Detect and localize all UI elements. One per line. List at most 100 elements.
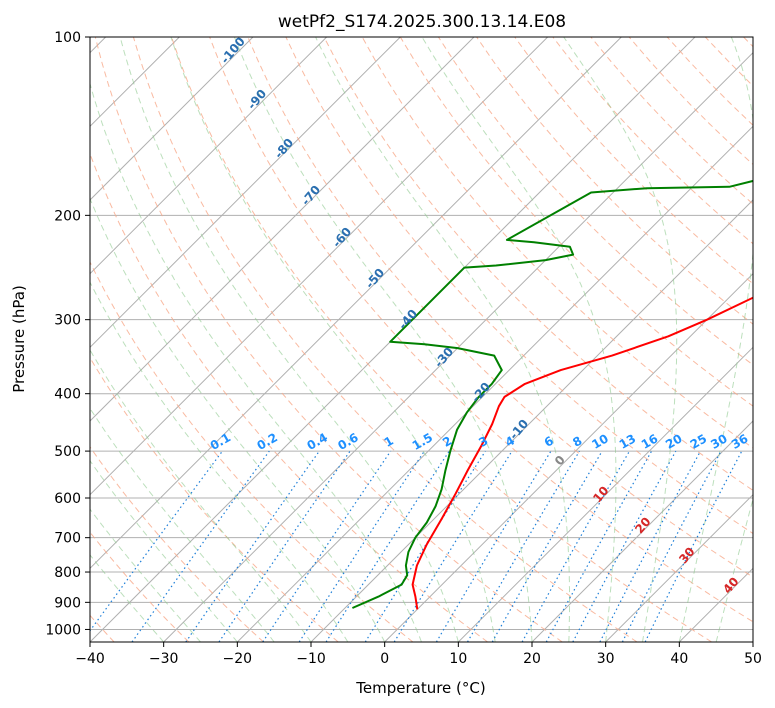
dry-adiabat: [209, 37, 753, 623]
mixing-ratio-line: [466, 450, 580, 642]
y-tick-label: 100: [54, 30, 81, 46]
mixing-ratio-label: 16: [639, 431, 660, 451]
temperature-profile: [411, 296, 753, 610]
moist-adiabat: [563, 37, 678, 642]
isotherm-line: [90, 37, 401, 349]
dry-adiabat: [90, 446, 264, 642]
dry-adiabat: [90, 356, 339, 642]
y-tick-label: 1000: [45, 622, 81, 638]
moist-adiabat-label: 0: [552, 453, 568, 468]
mixing-ratio-label: 1.5: [410, 430, 435, 453]
y-tick-label: 800: [54, 565, 81, 581]
plot-frame: [89, 36, 754, 643]
mixing-ratio-line: [185, 450, 320, 642]
mixing-ratio-label: 0.1: [208, 430, 233, 453]
dry-adiabat-label: -60: [330, 225, 355, 251]
mixing-ratio-line: [364, 450, 486, 642]
isotherm-line: [90, 37, 475, 422]
moist-adiabat: [90, 197, 386, 642]
moist-adiabat: [421, 37, 617, 642]
mixing-ratio-line: [521, 450, 631, 642]
dry-adiabat-label: -70: [299, 183, 324, 209]
dry-adiabat: [94, 37, 563, 642]
moist-adiabat: [90, 407, 275, 642]
isotherm-line: [90, 37, 549, 496]
dry-adiabat-label: -90: [245, 87, 270, 113]
moist-adiabat: [170, 37, 496, 642]
background-lines: [90, 37, 753, 642]
dry-adiabat: [437, 37, 753, 366]
dry-adiabat-label: -100: [218, 34, 248, 66]
moist-adiabat: [90, 554, 165, 642]
y-tick-label: 600: [54, 491, 81, 507]
isotherm-line: [236, 125, 753, 642]
moist-adiabat: [90, 82, 422, 642]
moist-adiabat: [315, 37, 570, 642]
y-axis-label: Pressure (hPa): [10, 285, 28, 393]
dewpoint-profile: [351, 179, 753, 609]
mixing-ratio-label: 6: [542, 433, 556, 449]
mixing-ratio-label: 30: [708, 431, 729, 451]
moist-adiabat: [90, 349, 312, 642]
moist-adiabat: [678, 37, 753, 642]
dry-adiabat-label: -50: [363, 266, 388, 292]
mixing-ratio-label: 0.6: [335, 430, 360, 453]
moist-adiabat: [90, 281, 349, 642]
moist-adiabat-label: 20: [632, 515, 653, 537]
x-tick-label: −30: [149, 651, 179, 667]
isotherm-line: [531, 420, 753, 642]
mixing-ratio-line: [90, 450, 223, 632]
moist-adiabat-label: 10: [590, 484, 611, 506]
moist-adiabat: [90, 459, 238, 642]
isotherm-line: [457, 346, 753, 642]
x-tick-label: 20: [523, 651, 541, 667]
dry-adiabat: [743, 37, 753, 48]
mixing-ratio-line: [599, 450, 702, 642]
dry-adiabat: [323, 37, 753, 491]
x-tick-label: 40: [670, 651, 688, 667]
dry-adiabat: [552, 37, 753, 245]
dry-adiabat: [132, 37, 638, 642]
axes: −40 −30 −20 −10 0 10 20 30 40 5010020030040050060…: [45, 30, 762, 667]
x-tick-label: −40: [75, 651, 105, 667]
x-tick-label: 30: [597, 651, 615, 667]
isotherm-line: [90, 37, 328, 275]
dry-adiabat: [704, 37, 753, 87]
mixing-ratio-line: [545, 450, 653, 642]
x-tick-label: 10: [449, 651, 467, 667]
dry-adiabat: [514, 37, 753, 285]
isotherm-line: [90, 37, 622, 570]
isotherm-line: [605, 493, 753, 642]
y-tick-label: 300: [54, 313, 81, 329]
mixing-ratio-label: 36: [729, 431, 750, 451]
y-tick-label: 200: [54, 208, 81, 224]
moist-adiabat: [715, 497, 753, 642]
y-tick-label: 900: [54, 595, 81, 611]
mixing-ratio-label: 8: [570, 433, 584, 449]
mixing-ratio-line: [131, 450, 270, 642]
data-series: [351, 179, 753, 610]
mixing-ratio-label: 1: [382, 433, 396, 449]
isotherm-line: [90, 37, 254, 201]
moist-adiabat: [233, 37, 533, 642]
chart-title: wetPf2_S174.2025.300.13.14.E08: [278, 12, 566, 32]
dry-adiabat-label: -20: [469, 380, 494, 406]
mixing-ratio-line: [435, 450, 552, 642]
dry-adiabat: [90, 260, 414, 642]
mixing-ratio-line: [218, 450, 351, 642]
x-tick-label: −10: [296, 651, 326, 667]
x-tick-label: 50: [744, 651, 762, 667]
mixing-ratio-line: [572, 450, 677, 642]
moist-adiabat: [119, 37, 459, 642]
moist-adiabat-label: 40: [720, 575, 741, 597]
mixing-ratio-line: [393, 450, 513, 642]
mixing-ratio-label: 25: [688, 431, 709, 451]
x-axis-label: Temperature (°C): [355, 679, 485, 697]
y-tick-label: 400: [54, 387, 81, 403]
moist-adiabat: [90, 508, 201, 642]
mixing-ratio-line: [644, 450, 743, 642]
y-tick-label: 500: [54, 444, 81, 460]
mixing-ratio-label: 0.4: [305, 430, 330, 453]
isotherm-line: [384, 272, 753, 642]
dry-adiabat: [247, 37, 753, 578]
